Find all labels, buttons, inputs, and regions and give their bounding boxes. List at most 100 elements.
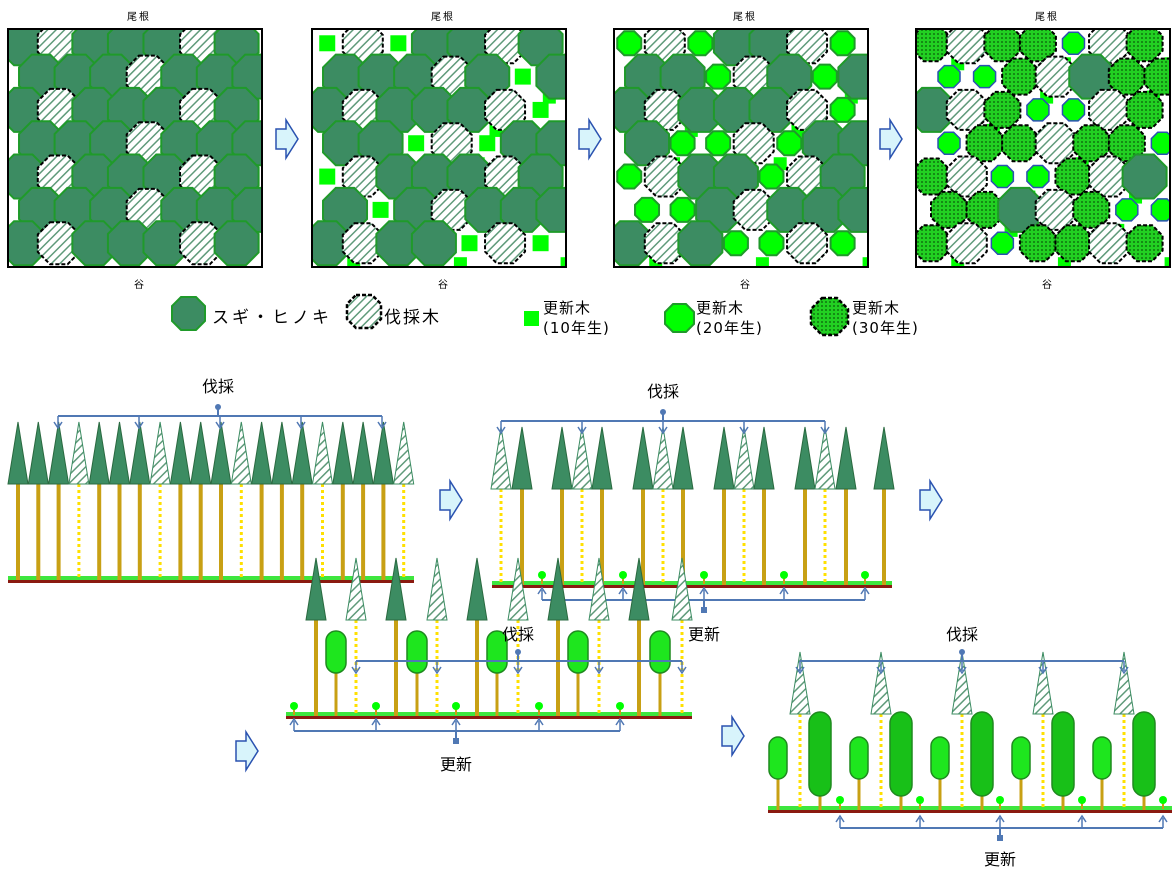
seedling-crown bbox=[700, 571, 708, 579]
regen-bracket-arrow bbox=[699, 586, 709, 595]
felled-crown bbox=[643, 222, 686, 265]
felled-crown bbox=[1113, 651, 1135, 715]
felled-crown bbox=[149, 421, 171, 485]
young-tree-crown bbox=[768, 736, 788, 780]
regen-bracket-arrow bbox=[860, 586, 870, 595]
conifer-crown bbox=[88, 421, 110, 485]
plan-border bbox=[915, 28, 1171, 268]
cut-bracket-arrow bbox=[795, 666, 805, 675]
sugi-crown bbox=[916, 86, 955, 133]
regen-bracket-dot bbox=[997, 835, 1003, 841]
sugi-crown bbox=[677, 86, 724, 133]
legend-young20-label1: 更新木 bbox=[696, 299, 744, 317]
regen-bracket-arrow bbox=[534, 717, 544, 726]
felled-crown bbox=[588, 557, 610, 621]
regen-bracket-arrow bbox=[615, 717, 625, 726]
felled-crown bbox=[341, 222, 384, 265]
ground-grass bbox=[8, 576, 414, 580]
seedling-crown bbox=[916, 796, 924, 804]
regen-bracket-arrow bbox=[371, 717, 381, 726]
young-tree-20yr bbox=[669, 130, 696, 157]
young-tree-30yr bbox=[1072, 124, 1111, 163]
conifer-crown bbox=[291, 421, 313, 485]
young-tree-crown bbox=[1092, 736, 1112, 780]
felled-crown bbox=[789, 651, 811, 715]
conifer-crown bbox=[210, 421, 232, 485]
ground-grass bbox=[286, 712, 692, 716]
young-tree-10yr bbox=[461, 235, 478, 252]
young-tree-30yr bbox=[916, 157, 951, 196]
cut-label: 伐採 bbox=[202, 377, 234, 396]
ground-soil bbox=[8, 580, 414, 583]
seedling-crown bbox=[836, 796, 844, 804]
legend-young30-label1: 更新木 bbox=[852, 299, 900, 317]
conifer-crown bbox=[385, 557, 407, 621]
felled-crown bbox=[1088, 155, 1131, 198]
conifer-crown bbox=[628, 557, 650, 621]
sugi-crown bbox=[837, 186, 868, 233]
cut-bracket-arrow bbox=[1038, 666, 1048, 675]
next-stage-arrow bbox=[721, 714, 745, 758]
young-tree-20yr bbox=[990, 164, 1015, 189]
conifer-crown bbox=[713, 426, 735, 490]
regen-bracket-dot bbox=[701, 607, 707, 613]
cut-bracket-arrow bbox=[594, 666, 604, 675]
conifer-crown bbox=[48, 421, 70, 485]
young-tree-10yr bbox=[514, 68, 531, 85]
felled-crown bbox=[945, 222, 988, 265]
cut-bracket-arrow bbox=[496, 426, 506, 435]
young-tree-30yr bbox=[1001, 57, 1040, 96]
young-tree-crown bbox=[406, 630, 428, 674]
conifer-crown bbox=[129, 421, 151, 485]
young-tree-10yr bbox=[390, 35, 407, 52]
felled-crown bbox=[643, 155, 686, 198]
young-tree-crown bbox=[1132, 711, 1156, 797]
cut-bracket-arrow bbox=[53, 421, 63, 430]
felled-crown bbox=[951, 651, 973, 715]
ground-soil bbox=[492, 585, 892, 588]
young-tree-crown bbox=[889, 711, 913, 797]
sugi-crown bbox=[8, 220, 47, 267]
young-tree-10yr bbox=[479, 135, 496, 152]
legend-young30-label2: (30年生) bbox=[852, 319, 919, 337]
regen-bracket-arrow bbox=[995, 814, 1005, 823]
young-tree-10yr bbox=[453, 257, 467, 267]
young-tree-crown bbox=[1011, 736, 1031, 780]
conifer-crown bbox=[547, 557, 569, 621]
young-tree-20yr bbox=[687, 30, 714, 57]
regen-bracket-arrow bbox=[835, 814, 845, 823]
young-tree-30yr bbox=[1143, 57, 1170, 96]
conifer-crown bbox=[27, 421, 49, 485]
ridge-label: 尾根 bbox=[733, 10, 757, 23]
sugi-crown bbox=[1121, 153, 1168, 200]
plan-border bbox=[7, 28, 263, 268]
cut-bracket-arrow bbox=[296, 421, 306, 430]
felled-crown bbox=[671, 557, 693, 621]
young-tree-20yr bbox=[758, 230, 785, 257]
next-stage-arrow bbox=[919, 478, 943, 522]
young-tree-30yr bbox=[1125, 90, 1164, 129]
sugi-crown bbox=[837, 53, 868, 100]
seedling-crown bbox=[996, 796, 1004, 804]
seedling-crown bbox=[861, 571, 869, 579]
sugi-crown bbox=[312, 220, 351, 267]
regen-bracket-arrow bbox=[618, 586, 628, 595]
young-tree-30yr bbox=[1125, 29, 1164, 63]
cut-label: 伐採 bbox=[502, 625, 534, 644]
conifer-crown bbox=[271, 421, 293, 485]
young-tree-30yr bbox=[1072, 190, 1111, 229]
legend-young30-icon bbox=[809, 296, 850, 337]
young-tree-30yr bbox=[965, 124, 1004, 163]
cut-bracket-arrow bbox=[677, 666, 687, 675]
sugi-crown bbox=[499, 186, 546, 233]
felled-crown bbox=[652, 426, 674, 490]
conifer-crown bbox=[372, 421, 394, 485]
young-tree-20yr bbox=[990, 231, 1015, 255]
young-tree-10yr bbox=[319, 35, 336, 52]
sugi-crown bbox=[446, 86, 493, 133]
seedling-crown bbox=[290, 702, 298, 710]
felled-crown bbox=[870, 651, 892, 715]
felled-crown bbox=[732, 188, 775, 231]
sugi-crown bbox=[375, 220, 422, 267]
